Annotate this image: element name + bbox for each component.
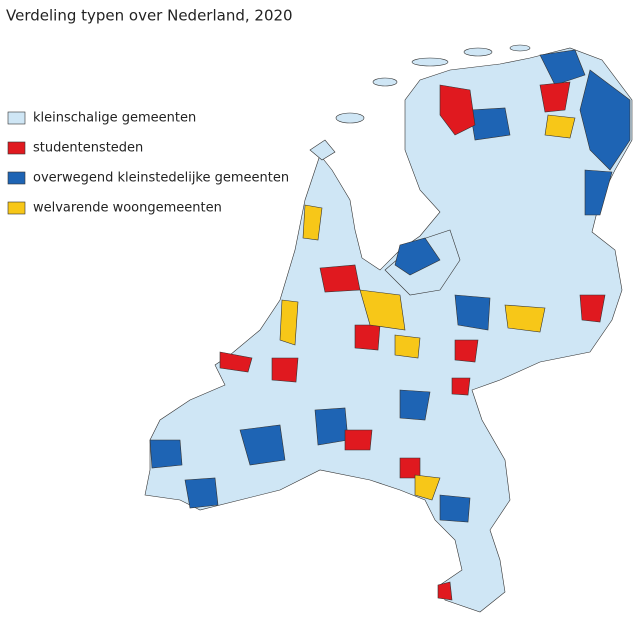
region: [454, 294, 491, 331]
legend-swatch: [7, 141, 26, 155]
region: [271, 357, 299, 383]
region: [354, 324, 381, 351]
legend-label: kleinschalige gemeenten: [33, 111, 196, 126]
region: [439, 494, 471, 523]
region: [302, 204, 323, 241]
region: [544, 114, 576, 139]
island: [335, 112, 365, 124]
region: [399, 389, 431, 421]
legend-swatch: [7, 201, 26, 215]
region: [344, 429, 373, 451]
island: [509, 44, 531, 52]
land: [144, 47, 633, 613]
legend-label: welvarende woongemeenten: [33, 201, 222, 216]
region: [319, 264, 361, 293]
region: [579, 69, 631, 171]
island: [372, 77, 398, 87]
region: [439, 84, 476, 136]
region: [314, 407, 349, 446]
legend-label: overwegend kleinstedelijke gemeenten: [33, 171, 289, 186]
region: [451, 377, 471, 396]
region: [184, 477, 219, 509]
map: [144, 44, 633, 613]
region: [414, 474, 441, 501]
region: [394, 237, 441, 276]
region: [584, 169, 613, 216]
island: [411, 57, 449, 67]
island: [309, 139, 336, 161]
region: [437, 581, 453, 601]
region: [469, 107, 511, 141]
region: [394, 334, 421, 359]
region: [539, 49, 586, 86]
map-title: Verdeling typen over Nederland, 2020: [6, 7, 293, 25]
region: [239, 424, 286, 466]
legend-swatch: [7, 111, 26, 125]
region: [149, 439, 183, 469]
region: [579, 294, 606, 323]
island: [463, 47, 493, 57]
legend-swatch: [7, 171, 26, 185]
region: [279, 299, 299, 346]
region: [504, 304, 546, 333]
legend: kleinschalige gemeenten studentensteden ov…: [7, 111, 289, 216]
region: [219, 351, 253, 373]
region: [359, 289, 406, 331]
region: [539, 81, 571, 113]
region: [454, 339, 479, 363]
legend-label: studentensteden: [33, 141, 143, 156]
